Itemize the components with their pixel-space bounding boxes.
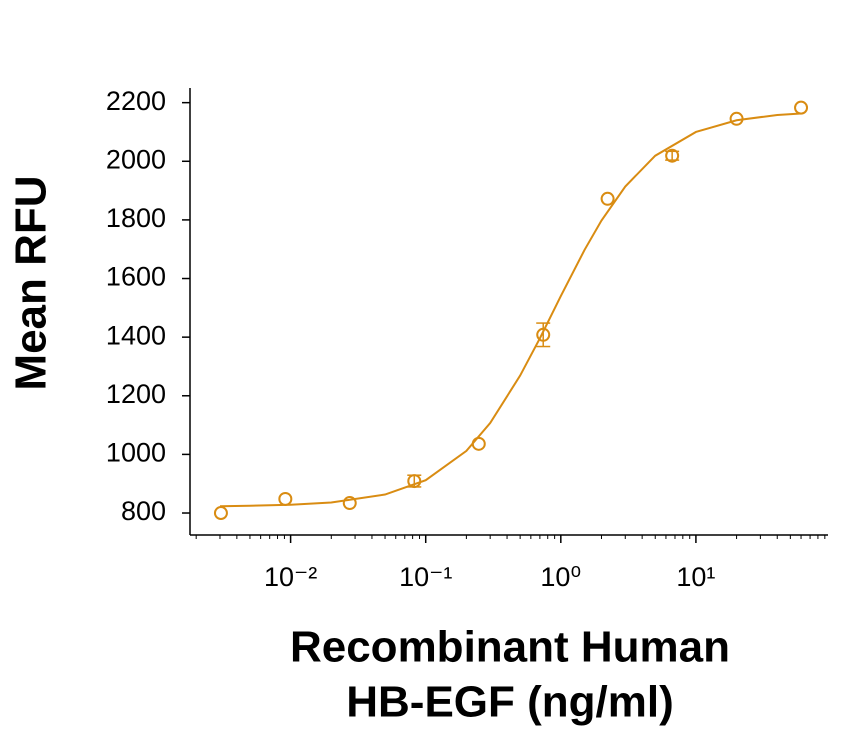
y-tick-label: 1400 [106,320,166,350]
y-tick-label: 1000 [106,438,166,468]
x-tick-label: 10¹ [676,562,715,592]
data-point [213,506,228,521]
data-point [536,327,551,342]
x-tick-label: 10⁻² [264,562,317,592]
data-point [600,191,615,206]
fit-curve [219,112,802,508]
data-point [342,496,357,511]
data-point [278,491,293,506]
y-tick-label: 1600 [106,262,166,292]
y-tick-label: 2200 [106,86,166,116]
y-tick-label: 2000 [106,144,166,174]
y-tick-label: 1800 [106,203,166,233]
y-tick-label: 1200 [106,379,166,409]
y-axis-title: Mean RFU [7,175,56,390]
x-axis-title: Recombinant Human [290,623,730,672]
x-axis-title: HB-EGF (ng/ml) [346,678,674,727]
y-tick-label: 800 [121,496,166,526]
data-point [665,148,680,163]
x-tick-label: 10⁰ [540,562,581,592]
data-point [471,436,486,451]
x-tick-label: 10⁻¹ [399,562,452,592]
data-point [794,100,809,115]
